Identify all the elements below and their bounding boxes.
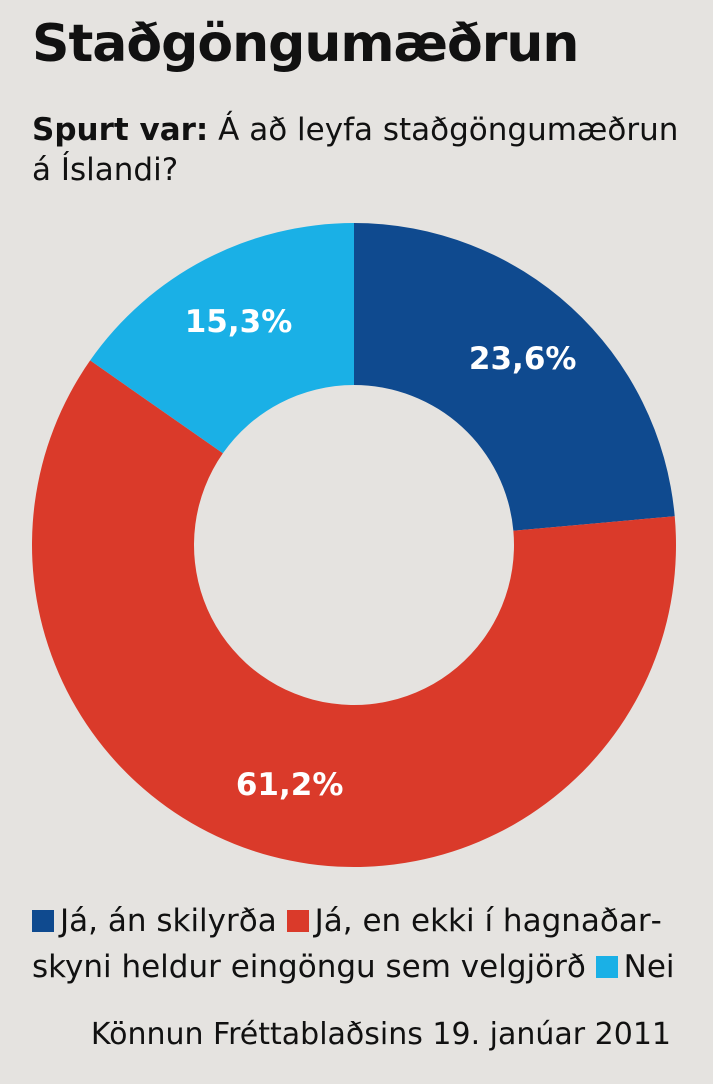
slice-value-label-1: 23,6% [469,341,577,377]
legend-item-ja-an-skilyrda: Já, án skilyrða [32,903,277,939]
slice-value-label-3: 15,3% [185,304,293,340]
legend-label: Já, án skilyrða [60,903,277,939]
legend-item-ja-en-ekki: Já, en ekki í hagnaðar­skyni heldur eing… [32,903,662,985]
legend-swatch [286,910,309,932]
legend-swatch [595,956,618,978]
question-text: Á að leyfa staðgöngumæðrun á Íslandi? [32,112,679,188]
donut-slice-2 [31,360,676,868]
donut-slice-1 [354,223,675,531]
legend-swatch [32,910,54,932]
chart-title: Staðgöngumæðrun [32,14,579,74]
chart-legend: Já, án skilyrða Já, en ekki í hagnaðar­s… [32,898,692,990]
legend-label: Já, en ekki í hagnaðar­skyni heldur eing… [32,903,662,985]
donut-slices [31,223,676,868]
donut-slice-labels: 23,6% 61,2% 15,3% [185,304,577,803]
donut-slice-3 [90,223,354,454]
legend-label: Nei [623,949,675,985]
question-lead: Spurt var: [32,112,209,148]
chart-source: Könnun Fréttablaðsins 19. janúar 2011 [90,1017,671,1052]
legend-item-nei: Nei [595,949,675,985]
chart-question: Spurt var: Á að leyfa staðgöngumæðrun á … [32,110,682,190]
slice-value-label-2: 61,2% [236,767,344,803]
